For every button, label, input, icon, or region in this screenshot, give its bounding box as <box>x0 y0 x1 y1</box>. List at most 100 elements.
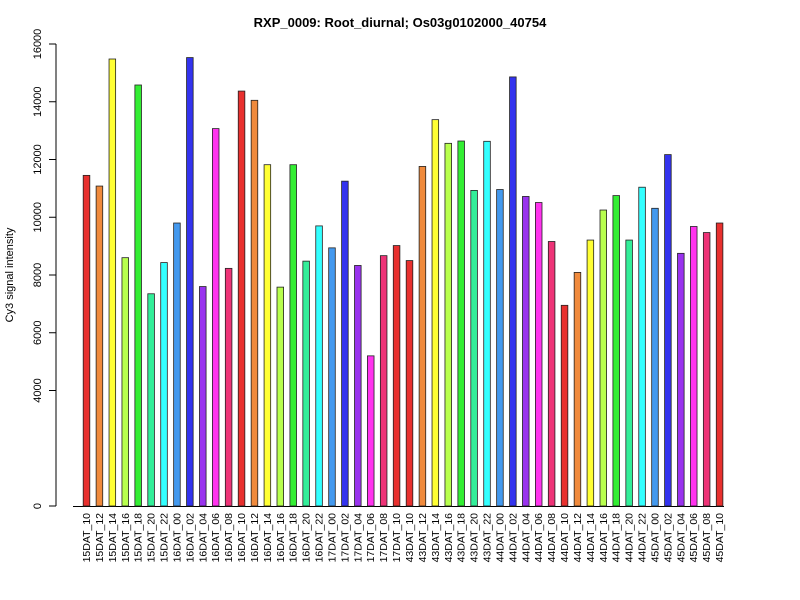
bar-43DAT_14 <box>431 119 440 507</box>
x-tick-label: 44DAT_04 <box>520 513 532 563</box>
x-tick-label: 16DAT_20 <box>301 513 313 563</box>
bar-15DAT_10 <box>82 174 91 507</box>
x-tick-label: 16DAT_22 <box>314 513 326 563</box>
x-tick-label: 15DAT_22 <box>159 513 171 563</box>
bar-16DAT_06 <box>211 128 220 507</box>
x-tick-label: 15DAT_10 <box>81 513 93 563</box>
y-tick-label: 0 <box>32 503 44 509</box>
y-axis: 0 4000 6000 8000 10000 12000 14000 16000 <box>32 29 57 509</box>
bar-45DAT_02 <box>664 154 672 507</box>
bar-43DAT_18 <box>457 140 465 507</box>
bar-44DAT_12 <box>573 271 582 507</box>
x-tick-label: 17DAT_02 <box>339 513 351 563</box>
x-tick-label: 43DAT_14 <box>430 513 442 563</box>
x-tick-label: 17DAT_10 <box>391 513 403 563</box>
x-tick-label: 44DAT_14 <box>585 513 597 563</box>
x-tick-label: 43DAT_20 <box>469 513 481 563</box>
x-tick-label: 45DAT_02 <box>662 513 674 563</box>
x-tick-label: 15DAT_12 <box>94 513 106 563</box>
x-tick-label: 44DAT_22 <box>637 513 649 563</box>
x-tick-label: 43DAT_16 <box>443 513 455 563</box>
bar-45DAT_00 <box>651 207 659 507</box>
x-tick-label: 15DAT_14 <box>107 513 119 563</box>
bar-16DAT_20 <box>302 260 310 507</box>
x-tick-label: 16DAT_06 <box>210 513 222 563</box>
bar-17DAT_00 <box>328 247 336 507</box>
x-tick-label: 45DAT_00 <box>649 513 661 563</box>
bar-16DAT_14 <box>263 164 272 507</box>
x-tick-label: 43DAT_12 <box>417 513 429 563</box>
bar-16DAT_10 <box>237 90 246 507</box>
y-tick-label: 14000 <box>32 86 44 117</box>
bar-17DAT_10 <box>392 245 401 507</box>
bar-15DAT_12 <box>95 185 104 507</box>
y-tick-label: 12000 <box>32 144 44 175</box>
x-tick-label: 44DAT_16 <box>598 513 610 563</box>
x-tick-label: 44DAT_18 <box>611 513 623 563</box>
bar-44DAT_04 <box>522 196 530 507</box>
x-tick-label: 15DAT_20 <box>146 513 158 563</box>
bar-44DAT_14 <box>586 239 595 507</box>
x-tick-label: 16DAT_16 <box>275 513 287 563</box>
x-tick-label: 44DAT_06 <box>533 513 545 563</box>
bar-16DAT_02 <box>186 57 194 507</box>
bar-44DAT_16 <box>599 209 607 507</box>
bar-16DAT_04 <box>199 286 207 507</box>
bar-15DAT_16 <box>121 257 129 507</box>
x-tick-label: 16DAT_02 <box>184 513 196 563</box>
bar-45DAT_06 <box>690 226 698 507</box>
bar-44DAT_18 <box>612 195 620 507</box>
bar-15DAT_22 <box>160 262 168 507</box>
bar-44DAT_06 <box>535 202 543 507</box>
y-tick-label: 16000 <box>32 29 44 60</box>
x-tick-label: 16DAT_18 <box>288 513 300 563</box>
x-tick-label: 15DAT_18 <box>133 513 145 563</box>
x-tick-label: 45DAT_10 <box>714 513 726 563</box>
bar-15DAT_18 <box>134 84 142 507</box>
x-tick-label: 16DAT_08 <box>223 513 235 563</box>
bar-17DAT_06 <box>367 355 375 507</box>
x-tick-label: 16DAT_12 <box>249 513 261 563</box>
x-tick-label: 43DAT_18 <box>456 513 468 563</box>
x-tick-label: 45DAT_06 <box>688 513 700 563</box>
bar-16DAT_00 <box>173 222 181 507</box>
bar-15DAT_20 <box>147 293 155 507</box>
x-tick-labels: 15DAT_10 15DAT_12 15DAT_14 15DAT_16 15DAT_18… <box>81 513 726 563</box>
bar-43DAT_12 <box>418 166 427 507</box>
x-tick-label: 44DAT_10 <box>559 513 571 563</box>
y-axis-label: Cy3 signal intensity <box>4 227 16 322</box>
bar-45DAT_04 <box>677 252 685 507</box>
y-tick-label: 10000 <box>32 202 44 233</box>
bar-44DAT_20 <box>625 239 633 507</box>
bar-16DAT_08 <box>224 267 233 507</box>
x-tick-label: 16DAT_04 <box>197 513 209 563</box>
x-tick-label: 17DAT_06 <box>365 513 377 563</box>
y-tick-label: 8000 <box>32 263 44 287</box>
bar-17DAT_02 <box>341 180 349 507</box>
y-tick-label: 4000 <box>32 378 44 402</box>
x-tick-label: 15DAT_16 <box>120 513 132 563</box>
x-tick-label: 17DAT_00 <box>326 513 338 563</box>
x-tick-label: 16DAT_10 <box>236 513 248 563</box>
bar-16DAT_16 <box>276 286 284 507</box>
x-tick-label: 17DAT_04 <box>352 513 364 563</box>
x-tick-label: 43DAT_22 <box>482 513 494 563</box>
bar-43DAT_22 <box>483 140 491 507</box>
bar-44DAT_22 <box>638 186 646 507</box>
bar-43DAT_20 <box>470 189 478 507</box>
bar-17DAT_08 <box>379 255 388 507</box>
bar-44DAT_02 <box>509 76 517 507</box>
x-tick-label: 43DAT_10 <box>404 513 416 563</box>
bar-44DAT_10 <box>560 304 569 507</box>
x-tick-label: 45DAT_04 <box>675 513 687 563</box>
x-tick-label: 44DAT_02 <box>507 513 519 563</box>
bar-45DAT_10 <box>715 222 724 507</box>
bar-16DAT_22 <box>315 225 323 507</box>
bar-15DAT_14 <box>108 58 117 507</box>
x-tick-label: 44DAT_12 <box>572 513 584 563</box>
x-tick-label: 44DAT_20 <box>624 513 636 563</box>
x-tick-label: 45DAT_08 <box>701 513 713 563</box>
bar-16DAT_18 <box>289 164 297 507</box>
bars <box>82 57 724 507</box>
